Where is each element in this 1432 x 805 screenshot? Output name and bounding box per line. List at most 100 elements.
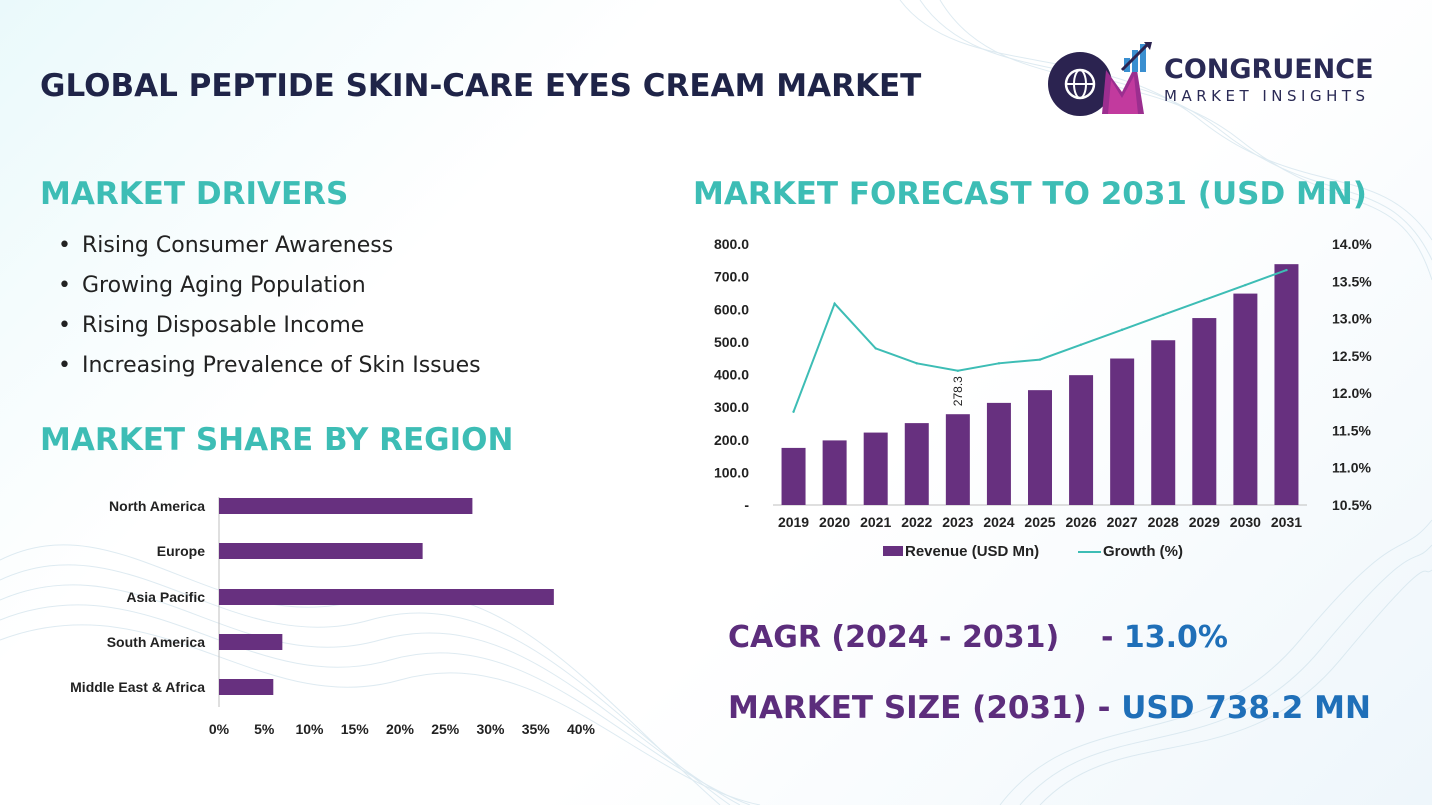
right-y-tick-label: 11.5% xyxy=(1332,422,1371,438)
growth-point xyxy=(792,410,795,413)
page-title: GLOBAL PEPTIDE SKIN-CARE EYES CREAM MARK… xyxy=(40,68,922,104)
revenue-bar xyxy=(945,414,970,505)
growth-point xyxy=(1162,313,1165,317)
region-share-chart: North America Europe Asia Pacific South Ame… xyxy=(70,497,596,737)
market-drivers-heading: MARKET DRIVERS xyxy=(40,176,349,212)
right-y-tick-label: 13.0% xyxy=(1332,311,1372,327)
left-y-tick-label: 800.0 xyxy=(714,236,749,252)
brand-logo-icon xyxy=(1048,42,1152,116)
growth-point xyxy=(833,302,836,305)
driver-item: • Increasing Prevalence of Skin Issues xyxy=(58,350,481,390)
region-bar xyxy=(219,589,554,605)
market-size-summary: MARKET SIZE (2031) - USD 738.2 MN xyxy=(728,690,1371,726)
revenue-bar xyxy=(1028,390,1052,505)
market-forecast-heading: MARKET FORECAST TO 2031 (USD MN) xyxy=(693,176,1367,212)
year-tick-label: 2029 xyxy=(1189,514,1220,530)
driver-item: • Rising Disposable Income xyxy=(58,310,481,350)
year-tick-label: 2023 xyxy=(942,514,973,530)
growth-point xyxy=(1120,328,1124,331)
revenue-bar xyxy=(1233,293,1258,505)
revenue-bar xyxy=(781,447,806,505)
brand-tagline: MARKET INSIGHTS xyxy=(1164,87,1370,105)
year-tick-label: 2026 xyxy=(1065,514,1096,530)
left-y-tick-label: 200.0 xyxy=(714,432,749,448)
left-y-tick-label: - xyxy=(744,497,749,513)
year-tick-label: 2024 xyxy=(983,514,1014,530)
revenue-bar xyxy=(822,440,847,505)
left-y-tick-label: 100.0 xyxy=(714,464,749,480)
revenue-bar xyxy=(1274,264,1299,505)
region-bar xyxy=(219,543,423,559)
brand-name: CONGRUENCE xyxy=(1164,54,1374,85)
growth-point xyxy=(915,362,918,365)
market-size-separator: - xyxy=(1086,690,1122,726)
growth-point xyxy=(997,362,1001,365)
region-category-label: North America xyxy=(109,498,205,514)
bar-data-label: 278.3 xyxy=(951,376,965,406)
left-y-tick-label: 400.0 xyxy=(714,367,749,383)
revenue-bar xyxy=(1069,375,1094,505)
cagr-label: CAGR (2024 - 2031) xyxy=(728,620,1060,655)
bullet-icon: • xyxy=(58,273,71,298)
market-size-value: USD 738.2 MN xyxy=(1121,690,1371,726)
left-y-tick-label: 700.0 xyxy=(714,269,749,285)
region-bar xyxy=(219,498,473,514)
revenue-bar xyxy=(1192,318,1217,505)
region-x-tick-label: 40% xyxy=(567,721,596,737)
market-drivers-list: • Rising Consumer Awareness • Growing Agin… xyxy=(58,230,481,390)
right-y-tick-label: 13.5% xyxy=(1332,273,1372,289)
cagr-separator: - xyxy=(1100,620,1124,655)
growth-point xyxy=(1203,298,1206,302)
forecast-chart: - 100.0 200.0 300.0 400.0 500.0 600.0 700.0 800.… xyxy=(714,236,1372,560)
region-x-tick-label: 35% xyxy=(522,721,551,737)
region-category-label: Europe xyxy=(157,543,205,559)
year-tick-label: 2019 xyxy=(778,514,809,530)
bullet-icon: • xyxy=(58,233,71,258)
growth-point xyxy=(1038,358,1042,361)
driver-item: • Rising Consumer Awareness xyxy=(58,230,481,270)
year-tick-label: 2030 xyxy=(1230,514,1261,530)
left-y-tick-label: 300.0 xyxy=(714,399,749,415)
cagr-value: 13.0% xyxy=(1123,620,1228,655)
year-tick-label: 2027 xyxy=(1107,514,1138,530)
legend-growth-label: Growth (%) xyxy=(1103,543,1183,560)
right-y-tick-label: 12.5% xyxy=(1332,348,1372,364)
brand-logo: CONGRUENCE MARKET INSIGHTS xyxy=(1044,40,1404,120)
right-y-tick-label: 14.0% xyxy=(1332,236,1372,252)
revenue-bar xyxy=(986,402,1011,505)
right-y-tick-label: 11.0% xyxy=(1332,460,1371,476)
bullet-icon: • xyxy=(58,353,71,378)
right-y-tick-label: 12.0% xyxy=(1332,385,1372,401)
region-bar xyxy=(219,634,283,650)
year-tick-label: 2020 xyxy=(819,514,850,530)
growth-point xyxy=(1285,268,1288,272)
region-x-tick-label: 20% xyxy=(386,721,415,737)
left-y-tick-label: 500.0 xyxy=(714,334,749,350)
region-x-tick-label: 15% xyxy=(341,721,370,737)
region-category-label: Asia Pacific xyxy=(126,589,205,605)
revenue-bar xyxy=(1110,358,1135,505)
cagr-summary: CAGR (2024 - 2031) - 13.0% xyxy=(728,620,1228,655)
legend-revenue-label: Revenue (USD Mn) xyxy=(905,543,1039,560)
bullet-icon: • xyxy=(58,313,71,338)
growth-point xyxy=(1079,343,1083,346)
legend-revenue-swatch xyxy=(883,546,903,556)
right-y-tick-label: 10.5% xyxy=(1332,497,1372,513)
driver-item-text: Growing Aging Population xyxy=(82,273,366,298)
left-y-tick-label: 600.0 xyxy=(714,301,749,317)
revenue-bar xyxy=(863,432,888,505)
region-x-tick-label: 30% xyxy=(476,721,505,737)
region-bar xyxy=(219,679,274,695)
revenue-bar xyxy=(904,423,929,505)
year-tick-label: 2022 xyxy=(901,514,932,530)
revenue-bar xyxy=(1151,340,1176,505)
market-size-label: MARKET SIZE (2031) xyxy=(728,690,1087,726)
year-tick-label: 2025 xyxy=(1024,514,1055,530)
region-x-tick-label: 5% xyxy=(254,721,275,737)
growth-point xyxy=(1244,283,1247,287)
driver-item-text: Increasing Prevalence of Skin Issues xyxy=(82,353,481,378)
driver-item: • Growing Aging Population xyxy=(58,270,481,310)
growth-point xyxy=(956,369,960,372)
market-share-heading: MARKET SHARE BY REGION xyxy=(40,422,514,458)
